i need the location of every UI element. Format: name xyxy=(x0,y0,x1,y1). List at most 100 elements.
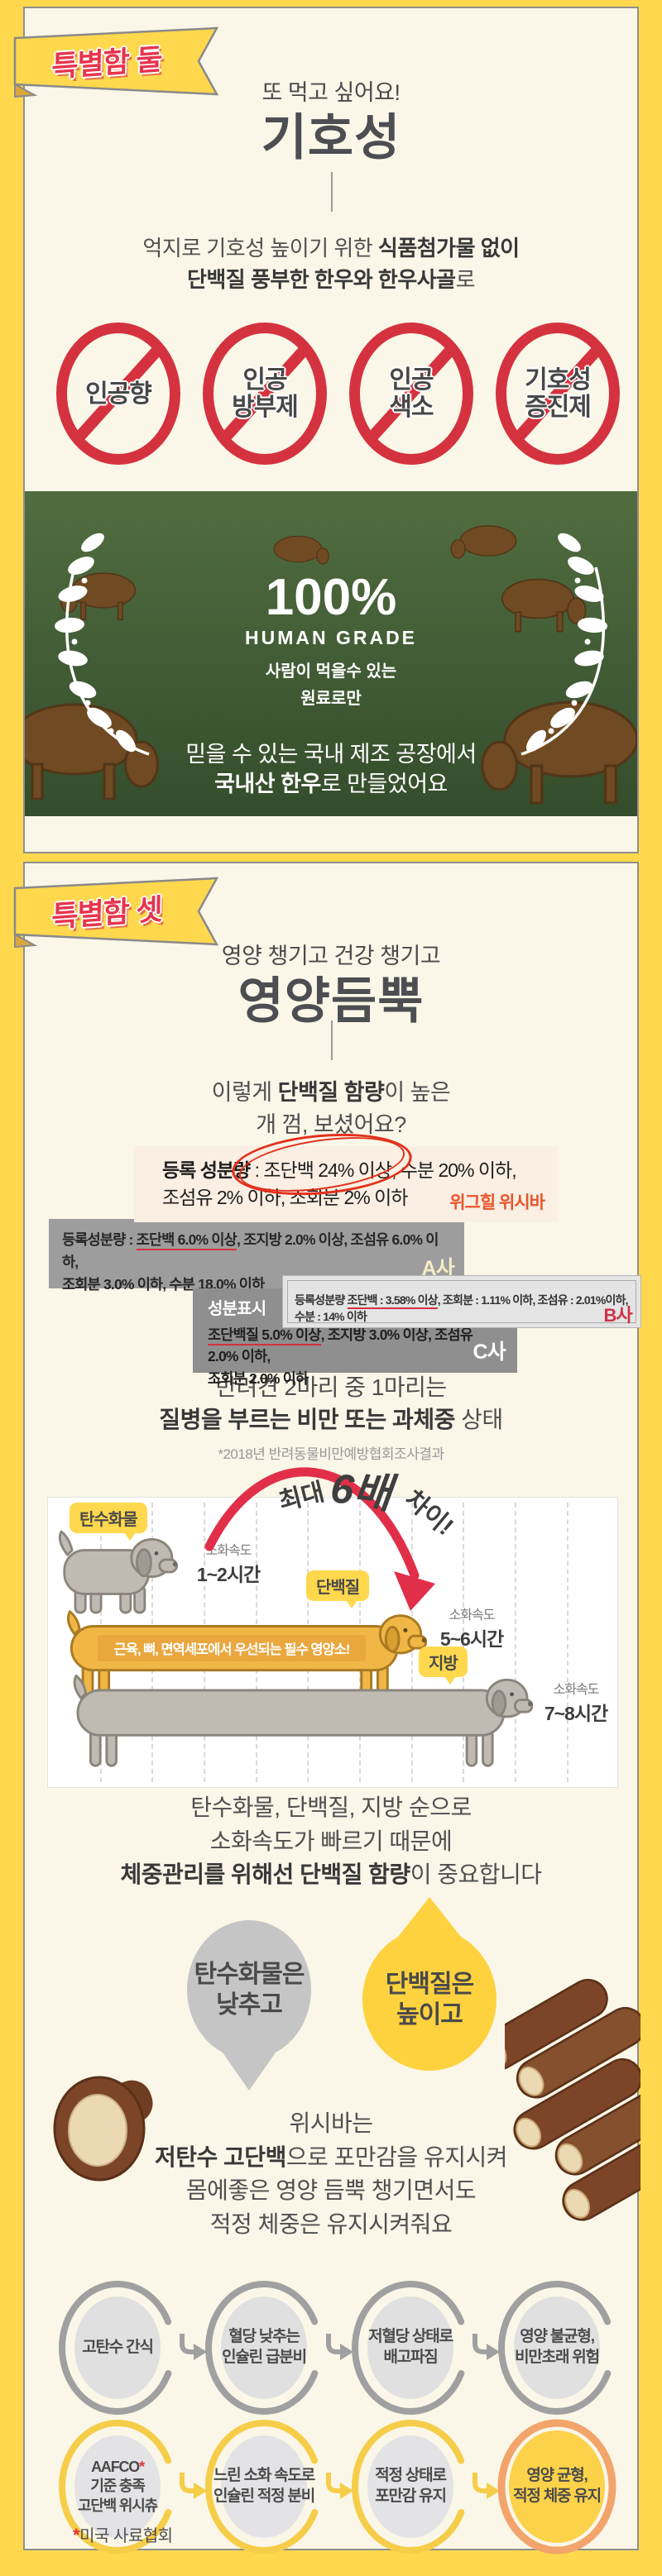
concl-bold: 체중관리를 위해선 단백질 함량 xyxy=(120,1862,410,1888)
speed-value: 1~2시간 xyxy=(196,1564,261,1585)
gridline xyxy=(463,1503,464,1782)
balloon-line: 낮추고 xyxy=(216,1991,283,2019)
fat-speed: 소화속도 7~8시간 xyxy=(535,1678,617,1726)
asterisk: * xyxy=(73,2525,80,2545)
laurel-leaves-right xyxy=(526,533,607,753)
ring-icon xyxy=(205,2281,323,2415)
ban-label: 색소 xyxy=(389,394,434,421)
competitor-label: B사 xyxy=(603,1305,632,1326)
description-paragraph: 억지로 기호성 높이기 위한 식품첨가물 없이 단백질 풍부한 한우와 한우사골… xyxy=(25,233,637,295)
ribbon-banner-shape xyxy=(13,877,219,949)
flow-label: 인슐린 급분비 xyxy=(222,2349,307,2366)
flow-label: 영양 균형, xyxy=(526,2467,588,2485)
brand-label: 위그힐 위시바 xyxy=(449,1192,545,1212)
balloon-line: 높이고 xyxy=(396,2001,463,2029)
speed-value: 5~6시간 xyxy=(439,1628,504,1650)
nutrition-text: , 조지방 2.0% 이상, 조섬유 6.0% 이하, xyxy=(62,1231,439,1271)
q-normal: 개 껌, 보셨어요? xyxy=(256,1112,406,1138)
competitor-b-box: 등록성분량 조단백 : 3.58% 이상, 조회분 : 1.11% 이하, 조섬… xyxy=(282,1275,641,1328)
protein-bubble: 단백질 xyxy=(306,1570,370,1608)
q-normal: 이 높은 xyxy=(384,1080,451,1105)
divider xyxy=(331,172,333,212)
ring-icon xyxy=(59,2420,176,2554)
balloon-circle: 단백질은 높이고 xyxy=(362,1928,496,2071)
elbow-arrow-icon xyxy=(326,2473,353,2499)
protein-band-note: 근육, 뼈, 면역세포에서 우선되는 필수 영양소! xyxy=(98,1635,366,1661)
stat-rest: 상태 xyxy=(454,1407,503,1433)
speed-label: 소화속도 xyxy=(205,1544,252,1558)
elbow-arrow-icon xyxy=(180,2334,207,2360)
ribbon-special-2: 특별함 둘 xyxy=(12,25,220,101)
carb-speed: 소화속도 1~2시간 xyxy=(179,1539,278,1587)
flow-label: 고탄수 간식 xyxy=(82,2338,154,2356)
wish-line: 적정 체중은 유지시켜줘요 xyxy=(209,2210,453,2237)
elbow-arrow-icon xyxy=(180,2473,207,2499)
dachshund-fat-illustration xyxy=(73,1674,534,1767)
ribbon-banner-shape xyxy=(13,26,219,98)
flow-label: 적정 체중 유지 xyxy=(513,2488,602,2505)
speed-label: 소화속도 xyxy=(449,1608,496,1623)
ring-icon xyxy=(59,2281,176,2415)
nutrition-text: 조섬유 2% 이하, 조회분 2% 이하 xyxy=(162,1187,408,1209)
footnote: *미국 사료협회 xyxy=(73,2522,173,2546)
flow-label: 혈당 낮추는 xyxy=(228,2328,300,2346)
aafco-text: AAFCO xyxy=(91,2458,140,2475)
pasture-illustration xyxy=(11,491,639,816)
flow-label: 비만초래 위험 xyxy=(515,2349,600,2366)
laurel-leaves-left xyxy=(55,533,136,753)
ban-label: 방부제 xyxy=(232,394,299,421)
caption-line1: 믿을 수 있는 국내 제조 공장에서 xyxy=(185,742,477,767)
wish-line: 몸에좋은 영양 듬뿍 챙기면서도 xyxy=(185,2177,477,2204)
stat-source: *2018년 반려동물비만예방협회조사결과 xyxy=(218,1446,444,1462)
nutrition-text: : 조단백 24% 이상, 수분 20% 이하, xyxy=(250,1159,517,1181)
nutrition-text: , 조지방 3.0% 이상, 조섬유 2.0% 이하, xyxy=(208,1326,473,1365)
ban-label: 인공 xyxy=(242,366,287,394)
underlined-protein-value: 조단백 : 3.58% 이상 xyxy=(347,1293,439,1309)
kicker-text: 또 먹고 싶어요! xyxy=(261,80,401,105)
human-grade-badge: 100% HUMAN GRADE 사람이 먹을수 있는 원료로만 xyxy=(25,572,637,709)
section-palatability-card: 특별함 둘 또 먹고 싶어요! 기호성 억지로 기호성 높이기 위한 식품첨가물… xyxy=(11,7,639,853)
flow-label: 인슐린 적정 분비 xyxy=(213,2488,315,2505)
photo-caption: 믿을 수 있는 국내 제조 공장에서 국내산 한우로 만들었어요 xyxy=(25,739,637,800)
stat-line1: 반려견 2마리 중 1마리는 xyxy=(215,1374,447,1400)
flow-label: 적정 상태로 xyxy=(375,2467,447,2485)
nutrition-heading: 성분표시 xyxy=(208,1300,266,1318)
ban-label: 인공향 xyxy=(85,380,152,408)
sep: : xyxy=(125,1231,137,1248)
dachshund-carb-illustration xyxy=(58,1530,178,1614)
desc-bold: 식품첨가물 없이 xyxy=(377,236,520,260)
nutrition-heading: 등록성분량 xyxy=(295,1293,345,1307)
asterisk: * xyxy=(139,2458,145,2475)
balloon-line: 탄수화물은 xyxy=(194,1960,305,1988)
nutrition-text: 조회분 2.0% 이하 xyxy=(208,1369,309,1387)
flow-top-step-1: 고탄수 간식 xyxy=(55,2277,180,2418)
footnote-text: 미국 사료협회 xyxy=(79,2527,173,2545)
concl-line: 소화속도가 빠르기 때문에 xyxy=(209,1828,453,1854)
underlined-protein-value: 조단백질 5.0% 이상 xyxy=(208,1326,321,1345)
ring-icon xyxy=(498,2281,616,2415)
page-title-nutrition: 영양듬뿍 xyxy=(237,973,425,1029)
nutrition-text: , 조회분 : 1.11% 이하, 조섬유 : 2.01%이하, 수분 : 14… xyxy=(295,1293,629,1323)
flow-bottom-step-4-highlight: 영양 균형, 적정 체중 유지 xyxy=(495,2416,619,2557)
digestion-speed-chart: 최대 6배 차이! 탄수화물 xyxy=(47,1465,618,1788)
obesity-stat: 반려견 2마리 중 1마리는 질병을 부르는 비만 또는 과체중 상태 xyxy=(25,1371,637,1436)
section-nutrition-card: 특별함 셋 영양 챙기고 건강 챙기고 영양듬뿍 이렇게 단백질 함량이 높은 … xyxy=(13,862,641,2554)
speed-value: 7~8시간 xyxy=(544,1703,608,1724)
no-artificial-flavor-badge: 인공향 xyxy=(56,323,180,465)
nutrition-heading: 등록 성분량 xyxy=(162,1159,251,1181)
divider xyxy=(331,1020,333,1060)
ribbon-special-3: 특별함 셋 xyxy=(12,875,220,951)
wish-bold: 저탄수 고단백 xyxy=(154,2143,286,2170)
wish-rest: 으로 포만감을 유지시켜 xyxy=(285,2143,508,2170)
ring-icon xyxy=(352,2420,469,2554)
badge-percent: 100% xyxy=(265,569,397,626)
flow-label: 느린 소화 속도로 xyxy=(213,2467,315,2485)
underlined-protein-value: 조단백 6.0% 이상 xyxy=(136,1231,237,1250)
elbow-arrow-icon xyxy=(326,2334,353,2360)
chart-title-part2: 6배 xyxy=(328,1465,395,1517)
q-normal: 이렇게 xyxy=(211,1080,278,1105)
badge-subtext-2: 원료로만 xyxy=(300,690,362,708)
